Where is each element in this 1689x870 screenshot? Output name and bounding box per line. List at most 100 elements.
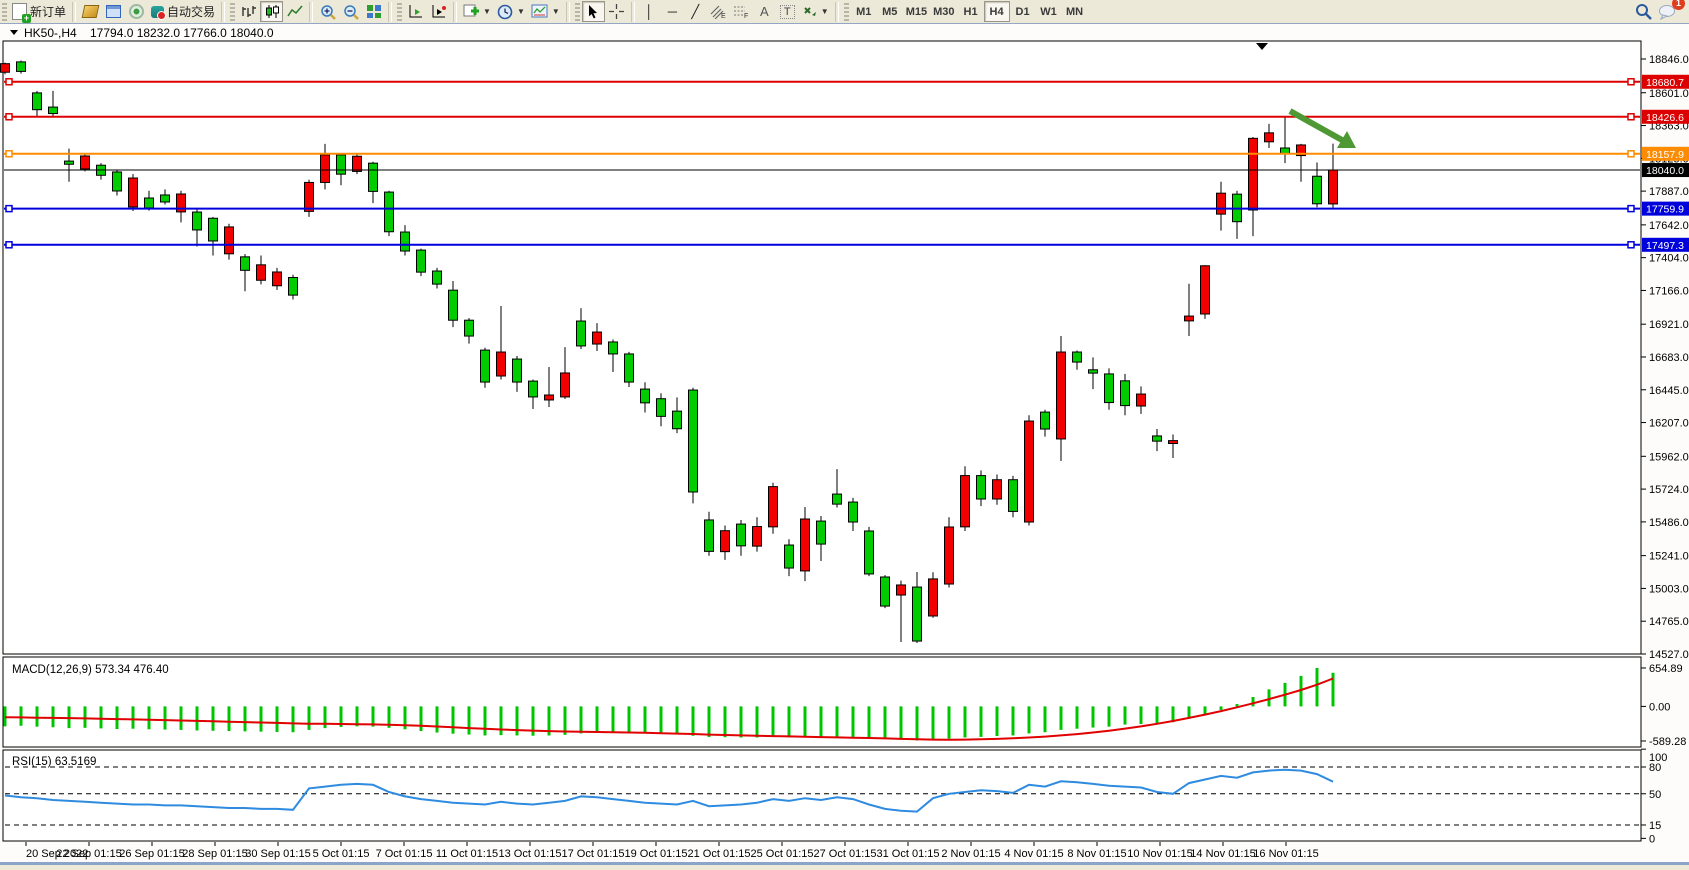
time-tick-label: 13 Oct 01:15 (499, 848, 562, 860)
price-tick-label: 18601.0 (1649, 88, 1689, 100)
chart-canvas[interactable]: 18846.018601.018363.018125.017887.017642… (0, 24, 1689, 865)
time-tick-label: 7 Oct 01:15 (376, 848, 433, 860)
candle (496, 306, 506, 380)
hline-handle[interactable] (5, 78, 13, 86)
timeframe-button-D1[interactable]: D1 (1015, 5, 1030, 18)
main-toolbar: + 新订单 自动交易 ▼ (0, 0, 1689, 24)
timeframe-button-W1[interactable]: W1 (1040, 5, 1057, 18)
arrow-annotation[interactable] (1288, 108, 1356, 148)
price-tick-label: 15724.0 (1649, 484, 1689, 496)
profiles-button[interactable] (79, 1, 102, 22)
price-tick-label: 17642.0 (1649, 220, 1689, 232)
candle (976, 470, 986, 507)
line-chart-button[interactable] (283, 1, 306, 22)
horizontal-line-tool-button[interactable]: ─ (661, 1, 684, 22)
hline-handle[interactable] (1627, 150, 1635, 158)
candle (704, 511, 714, 556)
candle (464, 318, 474, 344)
candlestick-chart-button[interactable] (260, 1, 284, 22)
price-tick-label: 16445.0 (1649, 385, 1689, 397)
chart-shift-marker[interactable] (1256, 43, 1268, 50)
text-tool-icon: A (759, 4, 769, 19)
bar-chart-button[interactable] (237, 1, 260, 22)
notification-badge: 1 (1672, 0, 1685, 10)
auto-scroll-button[interactable] (404, 1, 427, 22)
price-tick-label: 15003.0 (1649, 583, 1689, 595)
hline-handle[interactable] (1627, 204, 1635, 213)
candle (1104, 368, 1114, 410)
hline-handle[interactable] (1627, 241, 1635, 249)
price-tick-label: 14765.0 (1649, 616, 1689, 628)
candle (896, 580, 906, 643)
text-label-tool-button[interactable]: T (776, 1, 799, 22)
templates-button[interactable]: ▼ (528, 1, 563, 22)
candle (592, 323, 602, 352)
candle (480, 347, 490, 388)
price-axis: 18846.018601.018363.018125.017887.017642… (1641, 54, 1689, 661)
chart-window: 18846.018601.018363.018125.017887.017642… (0, 24, 1689, 865)
candle (672, 397, 682, 434)
timeframe-button-H1[interactable]: H1 (963, 5, 978, 18)
hline-handle[interactable] (5, 150, 13, 158)
hline-handle[interactable] (5, 241, 13, 249)
macd-tick-label: 0.00 (1649, 701, 1670, 713)
candle (800, 507, 810, 582)
timeframe-button-M15[interactable]: M15 (905, 5, 928, 18)
rsi-plot (2, 749, 1642, 842)
chat-bubble-icon (1659, 4, 1675, 20)
crosshair-tool-button[interactable] (605, 1, 628, 22)
timeframe-button-M5[interactable]: M5 (882, 5, 898, 18)
periods-button[interactable]: ▼ (494, 1, 528, 22)
chart-ohlc-readout: 17794.0 18232.0 17766.0 18040.0 (90, 26, 274, 40)
price-tick-label: 16683.0 (1649, 352, 1689, 364)
time-tick-label: 21 Oct 01:15 (688, 848, 751, 860)
cursor-tool-button[interactable] (581, 1, 605, 22)
indicators-button[interactable]: ▼ (460, 1, 494, 22)
toolbar-grip[interactable] (2, 2, 7, 21)
indicators-caret-icon: ▼ (483, 7, 491, 16)
svg-text:F: F (744, 13, 748, 19)
trendline-tool-button[interactable]: ╱ (684, 1, 707, 22)
svg-text:18040.0: 18040.0 (1646, 165, 1684, 177)
chart-shift-button[interactable] (427, 1, 450, 22)
candle (1056, 336, 1066, 461)
time-tick-label: 4 Nov 01:15 (1004, 848, 1063, 860)
data-window-button[interactable] (102, 1, 125, 22)
symbol-dropdown-icon[interactable] (10, 30, 18, 35)
indicators-icon (463, 4, 480, 17)
candle (752, 517, 762, 552)
search-button[interactable] (1632, 1, 1655, 22)
chart-symbol-title: HK50-,H4 (24, 26, 77, 40)
hline-handle[interactable] (1627, 113, 1635, 121)
hline-handle[interactable] (5, 204, 13, 213)
arrows-tool-button[interactable]: ▼ (799, 1, 832, 22)
timeframe-button-M30[interactable]: M30 (933, 5, 955, 18)
candle (1040, 409, 1050, 437)
alerts-button[interactable] (125, 1, 148, 22)
hline-handle[interactable] (5, 113, 13, 121)
tile-windows-button[interactable] (362, 1, 385, 22)
timeframe-button-MN[interactable]: MN (1065, 5, 1084, 18)
timeframe-button-M1[interactable]: M1 (856, 5, 872, 18)
timeframe-button-H4[interactable]: H4 (983, 1, 1010, 22)
price-tick-label: 15241.0 (1649, 551, 1689, 563)
hline-handle[interactable] (1627, 78, 1635, 86)
autotrading-button[interactable]: 自动交易 (148, 1, 218, 22)
channel-tool-button[interactable]: E (707, 1, 730, 22)
notifications-button[interactable]: 1 (1655, 0, 1685, 22)
price-badge: 17497.3 (1642, 237, 1689, 252)
candle (768, 482, 778, 534)
candle (560, 347, 570, 400)
trendline-icon: ╱ (691, 3, 700, 19)
candle (1200, 265, 1210, 319)
vertical-line-tool-button[interactable]: │ (638, 1, 661, 22)
candle (176, 190, 186, 223)
zoom-in-button[interactable] (316, 1, 339, 22)
text-tool-button[interactable]: A (753, 1, 776, 22)
time-tick-label: 5 Oct 01:15 (313, 848, 370, 860)
zoom-out-button[interactable] (339, 1, 362, 22)
fibonacci-tool-button[interactable]: F (730, 1, 753, 22)
new-order-button[interactable]: + 新订单 (9, 1, 69, 23)
